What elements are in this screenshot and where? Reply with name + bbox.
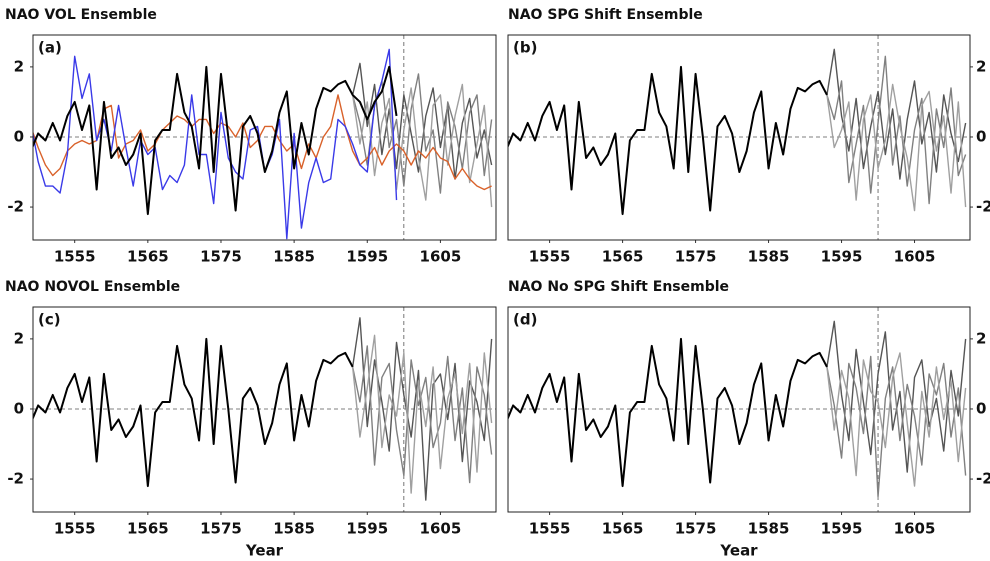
x-tick-label: 1575	[675, 520, 717, 538]
panel: NAO No SPG Shift Ensemble -2 0 2 1555 1565 157…	[507, 279, 990, 560]
series-line	[351, 334, 493, 494]
panel: NAO NOVOL Ensemble -2 0 2 1555 1565 1575 1585 15…	[5, 279, 497, 560]
x-tick-label: 1575	[675, 248, 717, 266]
panel-title: NAO VOL Ensemble	[5, 7, 157, 23]
x-tick-label: 1605	[894, 520, 936, 538]
x-tick-label: 1555	[529, 248, 571, 266]
series-line	[826, 83, 967, 212]
series-line	[33, 48, 398, 240]
series-line	[33, 94, 492, 191]
y-tick-label: 0	[14, 127, 24, 145]
x-tick-label: 1595	[821, 520, 863, 538]
x-tick-label: 1585	[273, 520, 315, 538]
y-tick-label: -2	[976, 470, 990, 488]
plot-frame	[32, 306, 497, 513]
series-line	[508, 65, 828, 216]
x-tick-label: 1555	[54, 520, 96, 538]
panel-label: (a)	[38, 39, 62, 57]
x-tick-label: 1555	[54, 248, 96, 266]
x-axis-label: Year	[719, 542, 758, 560]
panel-label: (b)	[513, 39, 537, 57]
y-tick-label: -2	[7, 470, 24, 488]
y-tick-label: 2	[14, 57, 24, 75]
y-tick-label: 2	[976, 329, 986, 347]
series-line	[351, 345, 493, 484]
series-line	[826, 352, 967, 487]
x-tick-label: 1595	[346, 520, 388, 538]
y-tick-label: -2	[976, 198, 990, 216]
plot-frame	[507, 306, 971, 513]
series-line	[826, 55, 967, 205]
x-tick-label: 1605	[894, 248, 936, 266]
panel-title: NAO NOVOL Ensemble	[5, 279, 180, 295]
y-tick-label: 2	[14, 329, 24, 347]
x-tick-label: 1585	[748, 248, 790, 266]
y-tick-label: 0	[14, 399, 24, 417]
x-tick-label: 1605	[420, 248, 462, 266]
x-tick-label: 1605	[420, 520, 462, 538]
x-tick-label: 1565	[127, 520, 169, 538]
series-line	[33, 337, 354, 488]
series-line	[351, 317, 493, 501]
plot-frame	[32, 34, 497, 241]
panel-title: NAO No SPG Shift Ensemble	[508, 279, 729, 295]
y-tick-label: -2	[7, 198, 24, 216]
y-tick-label: 0	[976, 127, 986, 145]
series-line	[351, 83, 493, 208]
x-tick-label: 1585	[273, 248, 315, 266]
series-line	[351, 62, 493, 180]
panel: NAO VOL Ensemble -2 0 2 1555 1565 1575 1585 1595…	[5, 7, 497, 266]
series-line	[33, 65, 398, 216]
panel-title: NAO SPG Shift Ensemble	[508, 7, 703, 23]
y-tick-label: 0	[976, 399, 986, 417]
panel-label: (c)	[38, 311, 61, 329]
panel-label: (d)	[513, 311, 537, 329]
x-axis-label: Year	[245, 542, 284, 560]
x-tick-label: 1575	[200, 248, 242, 266]
x-tick-label: 1595	[346, 248, 388, 266]
x-tick-label: 1565	[602, 520, 644, 538]
x-tick-label: 1575	[200, 520, 242, 538]
x-tick-label: 1565	[127, 248, 169, 266]
panel: NAO SPG Shift Ensemble -2 0 2 1555 1565 1575 15…	[507, 7, 990, 266]
series-line	[508, 337, 828, 488]
x-tick-label: 1565	[602, 248, 644, 266]
y-tick-label: 2	[976, 57, 986, 75]
series-line	[826, 355, 967, 498]
x-tick-label: 1555	[529, 520, 571, 538]
x-tick-label: 1585	[748, 520, 790, 538]
x-tick-label: 1595	[821, 248, 863, 266]
plot-frame	[507, 34, 971, 241]
